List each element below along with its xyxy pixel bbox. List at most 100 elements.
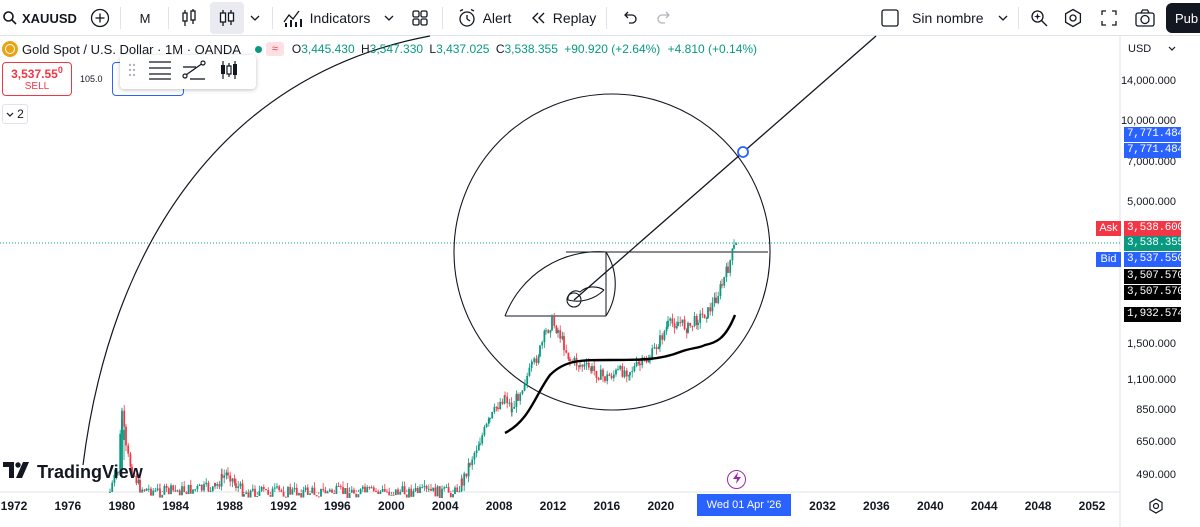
horizontal-lines-icon[interactable]: [148, 59, 172, 86]
candle-body: [679, 322, 682, 324]
candle-body: [315, 495, 318, 497]
candle-body: [383, 489, 386, 492]
interval-button[interactable]: M: [139, 10, 151, 26]
candle-body: [591, 366, 593, 372]
lightning-marker[interactable]: [727, 470, 746, 489]
trend-line[interactable]: [573, 35, 877, 301]
gear-icon: [1063, 8, 1083, 28]
candle-body: [306, 487, 309, 495]
candle-body: [346, 488, 349, 498]
candle-body: [456, 487, 459, 492]
drag-handle-icon[interactable]: [128, 63, 136, 82]
candle-body: [447, 487, 450, 493]
sell-button[interactable]: 3,537.550 SELL: [2, 62, 72, 96]
candle-body: [709, 307, 712, 312]
candle-body: [432, 487, 435, 491]
fib-tool-icon[interactable]: [182, 59, 206, 86]
indicators-button[interactable]: Indicators: [280, 0, 372, 36]
candle-body: [563, 336, 565, 351]
bar-style-button[interactable]: [176, 0, 202, 36]
candle-body: [547, 330, 550, 333]
candles-style-button[interactable]: [210, 2, 244, 34]
chevron-down-icon: [384, 14, 394, 22]
currency-selector[interactable]: USD: [1124, 40, 1180, 58]
layout-name-menu[interactable]: Sin nombre: [880, 0, 1016, 36]
candle-body: [719, 284, 722, 297]
candle-body: [628, 375, 630, 377]
redo-button[interactable]: [652, 0, 676, 36]
candle-body: [461, 478, 463, 486]
candle-body: [665, 326, 668, 332]
snapshot-button[interactable]: [1130, 0, 1160, 36]
candle-body: [207, 482, 210, 492]
candle-body: [610, 375, 613, 379]
candle-body: [597, 377, 600, 380]
time-axis-label: 1996: [324, 499, 351, 513]
candle-body: [475, 450, 478, 454]
candle-body: [119, 433, 122, 472]
data-delay-badge[interactable]: ≈: [265, 42, 284, 56]
candle-body: [324, 490, 327, 494]
indicators-dropdown[interactable]: [380, 0, 398, 36]
candle-body: [655, 347, 658, 349]
compare-symbol-button[interactable]: [88, 0, 112, 36]
top-toolbar: XAUUSD M I: [0, 0, 1200, 36]
candle-body: [170, 485, 172, 495]
candle-body: [711, 302, 714, 312]
undo-button[interactable]: [618, 0, 642, 36]
price-axis-label: 5,000.000: [1127, 196, 1176, 208]
time-cursor-text: Wed 01 Apr '26: [706, 499, 782, 511]
candle-body: [185, 492, 188, 495]
candle-body: [416, 488, 419, 494]
candle-body: [541, 342, 544, 346]
spiral-arc-3: [567, 289, 605, 302]
candle-body: [477, 444, 480, 451]
candle-body: [579, 365, 581, 367]
candle-body: [419, 487, 421, 494]
search-icon: [2, 10, 18, 26]
candle-body: [326, 491, 329, 494]
candle-body: [109, 491, 111, 493]
candle-body: [353, 489, 355, 494]
fullscreen-button[interactable]: [1094, 0, 1124, 36]
candle-body: [593, 366, 596, 371]
alert-button[interactable]: Alert: [452, 0, 516, 36]
candle-body: [241, 483, 244, 497]
candle-body: [200, 484, 203, 491]
layout-name-label: Sin nombre: [912, 10, 984, 26]
high-value: 3,547.330: [369, 42, 424, 56]
price-axis-label: 1,500.000: [1127, 337, 1176, 350]
layouts-button[interactable]: [406, 0, 434, 36]
fib-rectangles: [505, 251, 768, 317]
axis-settings-button[interactable]: [1148, 498, 1166, 516]
legend-title[interactable]: Gold Spot / U.S. Dollar · 1M · OANDA: [22, 41, 241, 57]
candle-body: [203, 484, 205, 491]
replay-button[interactable]: Replay: [528, 0, 598, 36]
low-label: L: [429, 42, 437, 56]
symbol-label: XAUUSD: [22, 10, 77, 26]
toolbar-divider: [120, 7, 121, 29]
chart-type-dropdown[interactable]: [246, 0, 264, 36]
candle-body: [403, 486, 406, 495]
candle-body: [410, 488, 413, 497]
candle-body: [339, 486, 342, 488]
candle-body: [298, 493, 300, 496]
candle-body: [159, 489, 161, 498]
candle-body: [163, 485, 166, 495]
candle-body: [469, 463, 471, 466]
toolbar-divider: [168, 7, 169, 29]
quick-search-button[interactable]: [1024, 0, 1054, 36]
candle-body: [243, 494, 245, 497]
time-axis-label: 2000: [377, 499, 405, 513]
publish-button[interactable]: Pub: [1166, 3, 1200, 33]
trend-line-anchor[interactable]: [737, 146, 749, 158]
candle-body: [335, 486, 338, 494]
settings-button[interactable]: [1058, 0, 1088, 36]
symbol-search-button[interactable]: XAUUSD: [0, 0, 80, 36]
fullscreen-icon: [1100, 9, 1118, 27]
candles-tool-icon[interactable]: [218, 59, 240, 86]
candle-body: [273, 487, 276, 489]
candle-body: [267, 489, 270, 495]
indicators-collapse-button[interactable]: 2: [2, 104, 28, 124]
